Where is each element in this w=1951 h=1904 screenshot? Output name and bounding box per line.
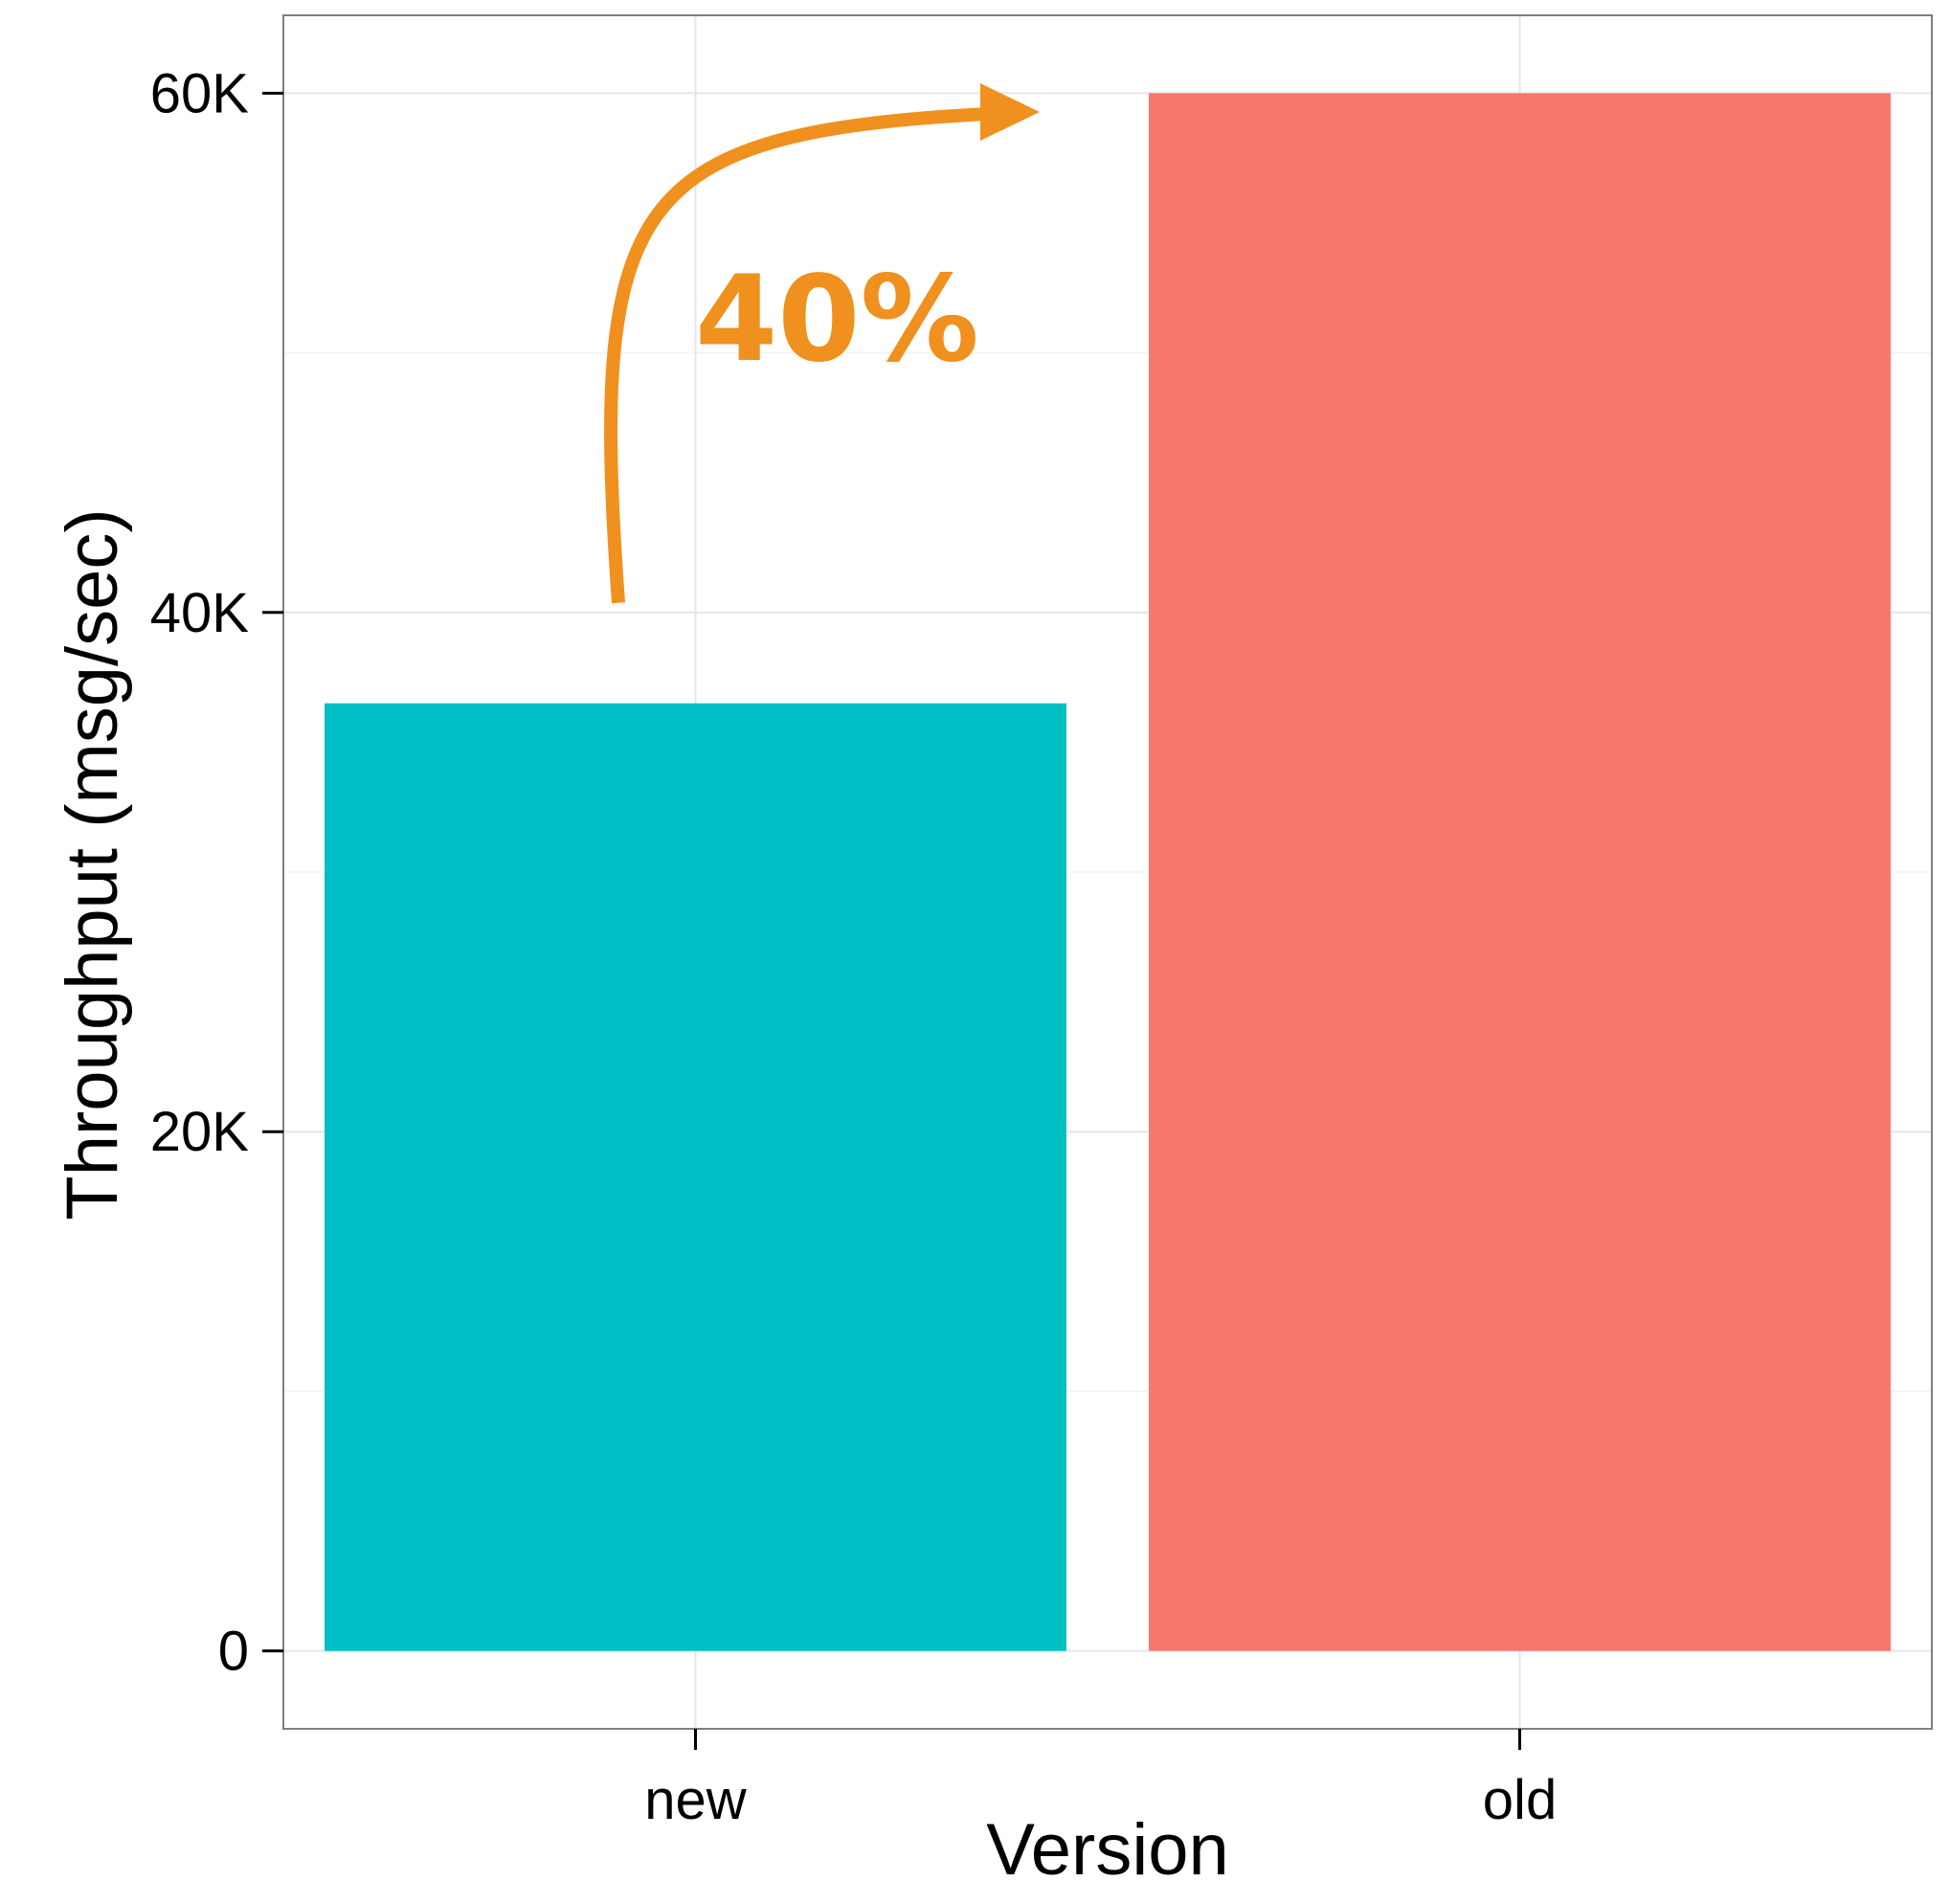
- y-tick-label: 60K: [150, 62, 250, 124]
- bar-old: [1149, 93, 1891, 1651]
- curved-arrow: [604, 107, 987, 604]
- x-tick-label: new: [644, 1769, 748, 1831]
- y-axis-title: Throughput (msg/sec): [52, 508, 133, 1220]
- y-tick-label: 20K: [150, 1101, 250, 1163]
- improvement-annotation: 40%: [604, 83, 1040, 604]
- y-tick-label: 40K: [150, 582, 250, 644]
- axes: 0 20K 40K 60K new old: [150, 62, 1557, 1831]
- x-axis-title: Version: [986, 1809, 1229, 1891]
- bar-new: [325, 703, 1066, 1651]
- annotation-label: 40%: [695, 251, 979, 389]
- bars: [325, 93, 1891, 1651]
- x-tick-label: old: [1483, 1769, 1557, 1831]
- arrowhead-icon: [980, 83, 1040, 142]
- plot-panel-border: [282, 14, 1933, 1730]
- y-tick-label: 0: [218, 1621, 249, 1683]
